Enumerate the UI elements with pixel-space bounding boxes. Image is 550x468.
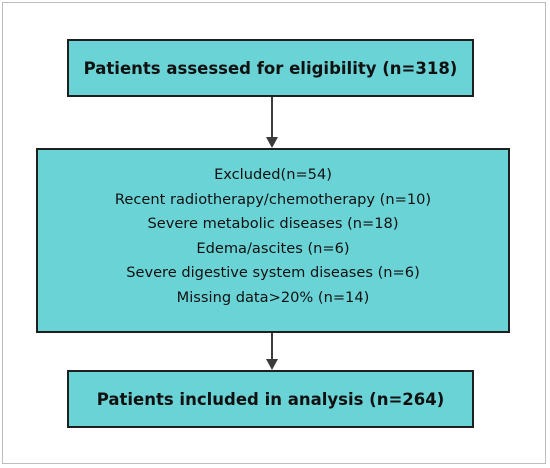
assessed-box: Patients assessed for eligibility (n=318… <box>67 39 474 97</box>
excluded-reason-metabolic: Severe metabolic diseases (n=18) <box>147 215 399 233</box>
arrow-1-head <box>266 137 278 148</box>
assessed-label: Patients assessed for eligibility (n=318… <box>83 58 458 78</box>
arrow-2-head <box>266 359 278 370</box>
included-label: Patients included in analysis (n=264) <box>96 389 445 409</box>
arrow-1-shaft <box>271 97 273 138</box>
included-box: Patients included in analysis (n=264) <box>67 370 474 428</box>
excluded-box: Excluded(n=54) Recent radiotherapy/chemo… <box>36 148 510 333</box>
excluded-reason-edema: Edema/ascites (n=6) <box>196 239 350 257</box>
excluded-reason-digestive: Severe digestive system diseases (n=6) <box>126 264 420 282</box>
excluded-reason-radiotherapy: Recent radiotherapy/chemotherapy (n=10) <box>114 190 432 208</box>
arrow-2-shaft <box>271 333 273 360</box>
excluded-header: Excluded(n=54) <box>214 166 332 183</box>
excluded-reason-missing-data: Missing data>20% (n=14) <box>176 288 370 306</box>
